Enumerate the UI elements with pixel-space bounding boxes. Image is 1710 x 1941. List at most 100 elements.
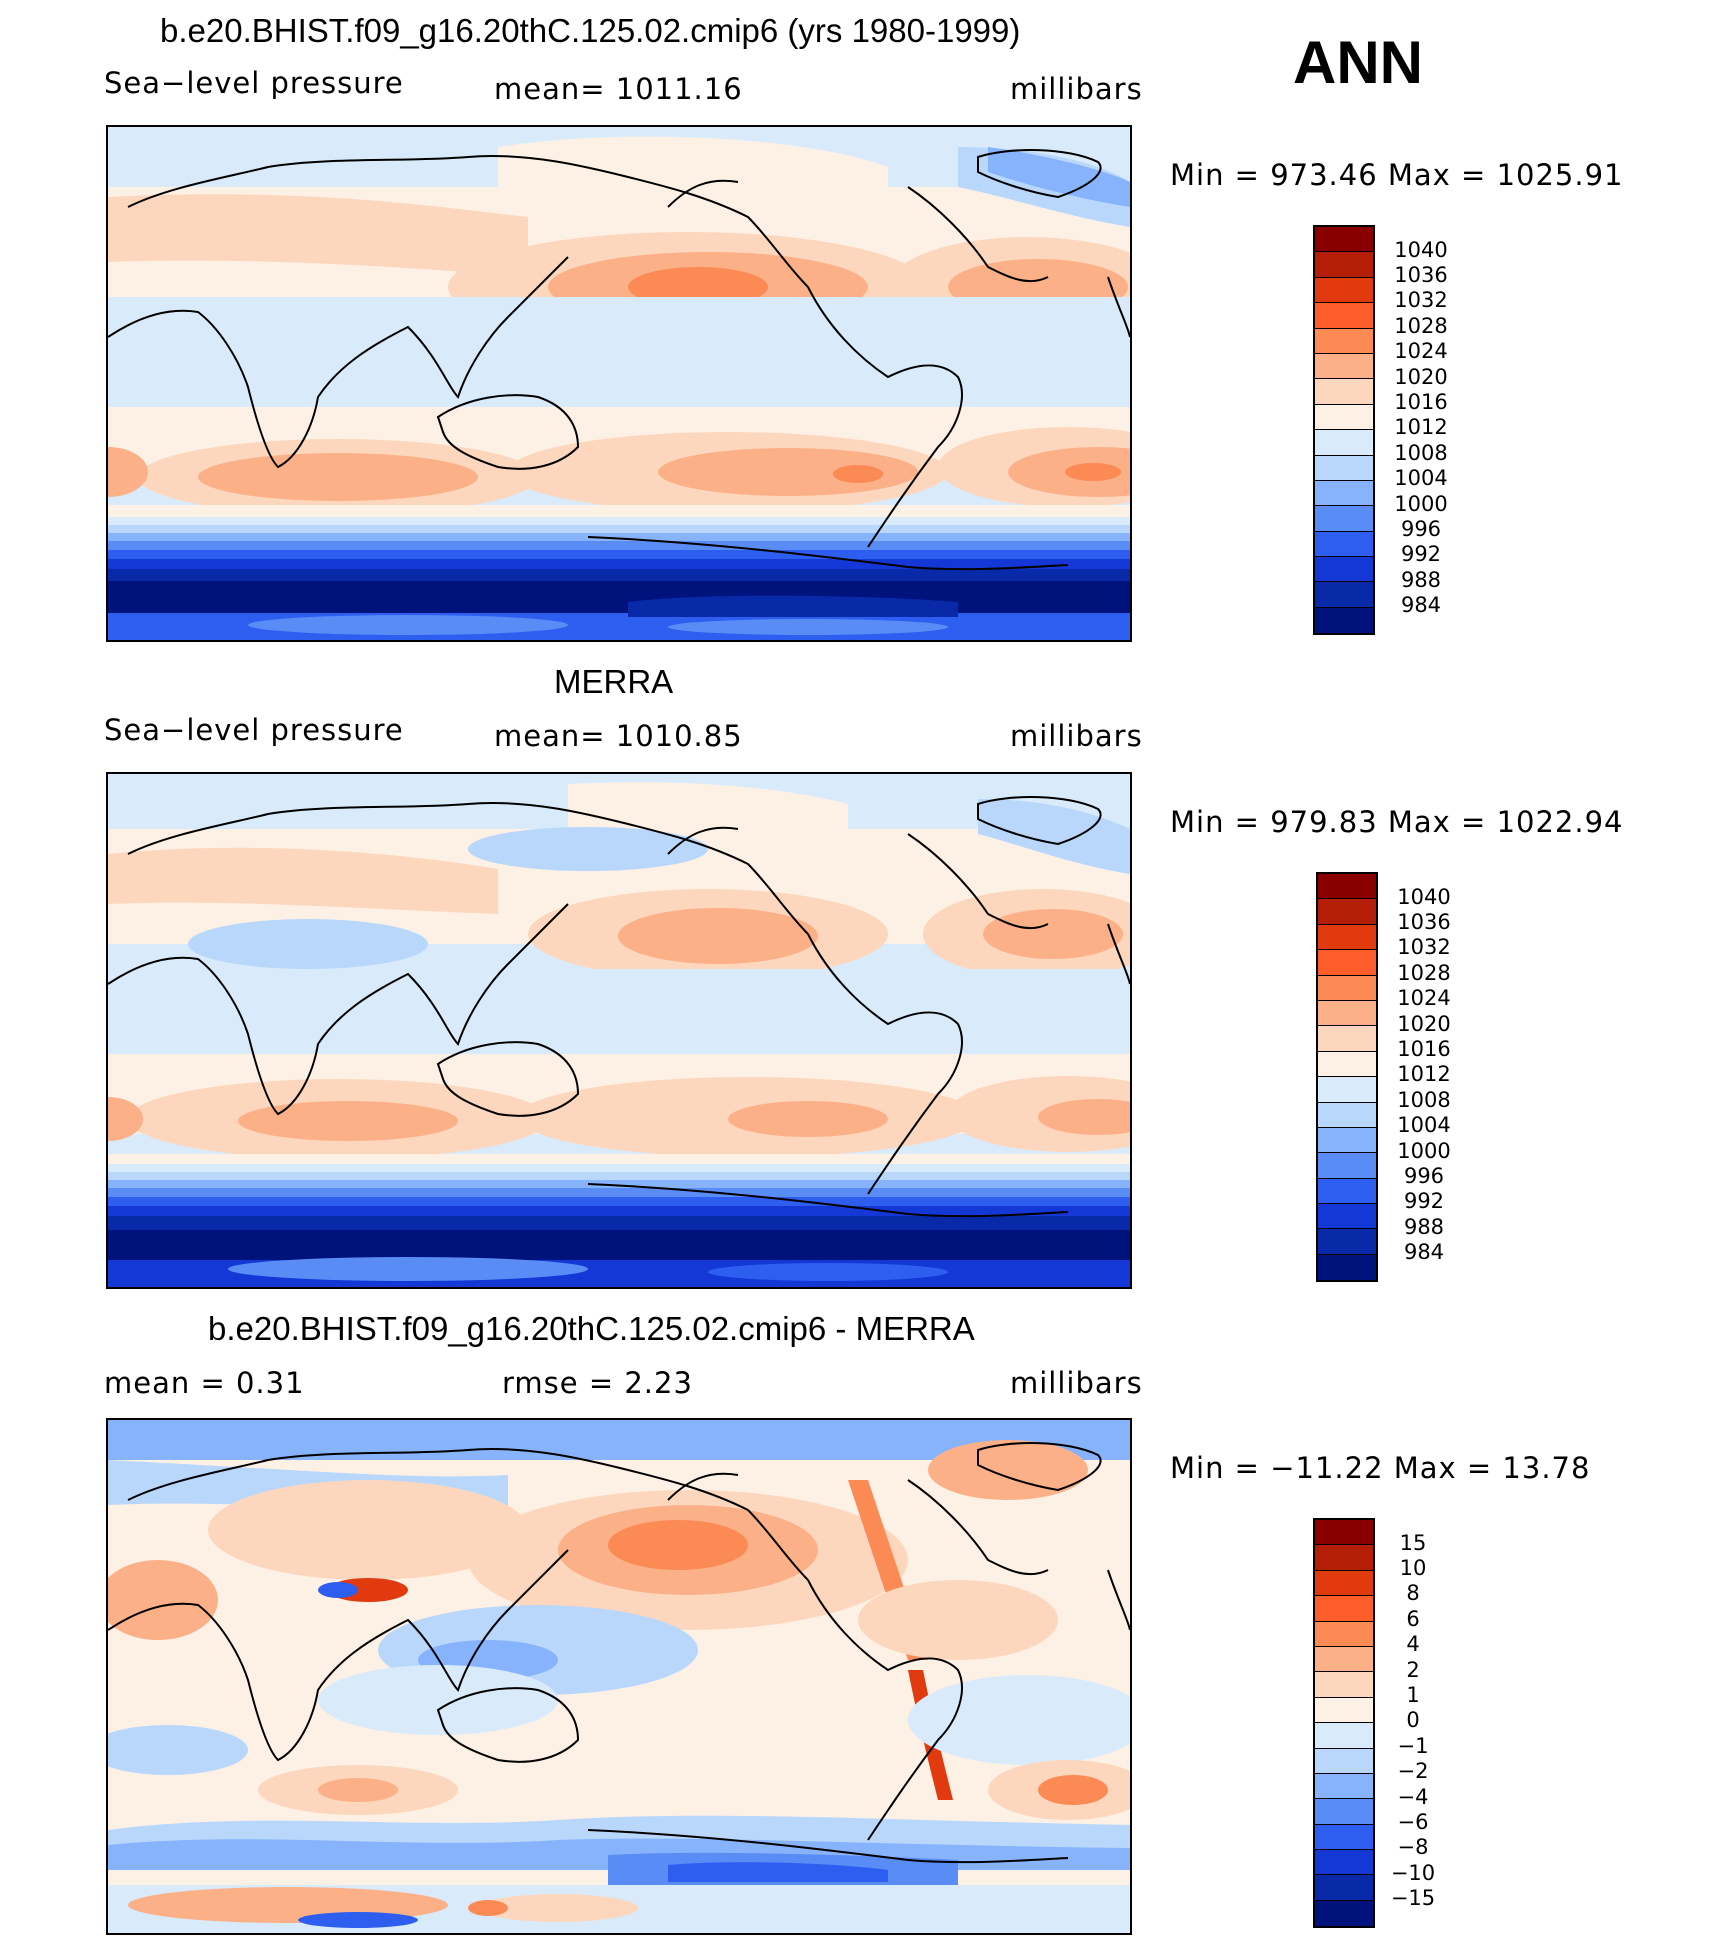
colorbar (1313, 1518, 1375, 1929)
colorbar-swatch (1315, 531, 1373, 558)
colorbar-swatch (1318, 1229, 1376, 1255)
colorbar-label: 8 (1406, 1581, 1420, 1605)
units-label: millibars (1010, 72, 1143, 106)
colorbar-label: 2 (1406, 1658, 1420, 1682)
colorbar-swatch (1315, 1570, 1373, 1597)
colorbar-label: 988 (1403, 1215, 1445, 1239)
colorbar-label: 1004 (1394, 466, 1448, 490)
colorbar-swatch (1315, 1697, 1373, 1724)
colorbar-swatch (1315, 557, 1373, 583)
colorbar-label: 1000 (1394, 492, 1448, 516)
colorbar-swatch (1315, 430, 1373, 456)
panel-title: MERRA (554, 663, 674, 700)
colorbar-label: 1016 (1397, 1037, 1451, 1061)
colorbar-swatch (1318, 874, 1376, 900)
minmax-label: Min = 973.46 Max = 1025.91 (1170, 158, 1624, 192)
colorbar-swatch (1315, 252, 1373, 278)
colorbar-label: −6 (1397, 1810, 1429, 1834)
colorbar-swatch (1318, 1153, 1376, 1179)
colorbar-swatch (1315, 277, 1373, 304)
colorbar (1316, 872, 1378, 1283)
colorbar-label: −2 (1397, 1759, 1429, 1783)
colorbar-label: 1012 (1397, 1062, 1451, 1086)
panel-title: b.e20.BHIST.f09_g16.20thC.125.02.cmip6 (… (160, 12, 1021, 49)
minmax-label: Min = 979.83 Max = 1022.94 (1170, 805, 1624, 839)
colorbar-swatch (1315, 1824, 1373, 1851)
colorbar-label: 1012 (1394, 415, 1448, 439)
colorbar-label: 1008 (1397, 1088, 1451, 1112)
colorbar-label: 1040 (1394, 238, 1448, 262)
minmax-label: Min = −11.22 Max = 13.78 (1170, 1451, 1591, 1485)
colorbar-label: 1000 (1397, 1139, 1451, 1163)
colorbar-label: 1020 (1397, 1012, 1451, 1036)
colorbar-label: 1040 (1397, 885, 1451, 909)
colorbar-swatch (1318, 1102, 1376, 1128)
colorbar-swatch (1318, 1077, 1376, 1103)
colorbar-swatch (1315, 1545, 1373, 1571)
colorbar-swatch (1315, 607, 1373, 634)
season-label: ANN (1293, 29, 1423, 96)
slp-diff-contours (108, 1420, 1130, 1933)
colorbar-swatch (1315, 455, 1373, 481)
colorbar-swatch (1315, 379, 1373, 405)
colorbar-swatch (1318, 924, 1376, 951)
colorbar-swatch (1315, 1850, 1373, 1876)
variable-label: Sea−level pressure (104, 66, 404, 100)
colorbar-swatch (1315, 1646, 1373, 1673)
slp-contours (108, 127, 1130, 640)
colorbar-label: 1004 (1397, 1113, 1451, 1137)
rmse-label: rmse = 2.23 (502, 1366, 693, 1400)
units-label: millibars (1010, 719, 1143, 753)
colorbar-swatch (1315, 1596, 1373, 1622)
mean-label: mean = 0.31 (104, 1366, 305, 1400)
colorbar-label: 984 (1403, 1240, 1445, 1264)
colorbar-label: 1024 (1397, 986, 1451, 1010)
colorbar-swatch (1315, 1621, 1373, 1647)
colorbar-label: −10 (1390, 1861, 1436, 1885)
colorbar-swatch (1315, 353, 1373, 380)
colorbar-label: 0 (1406, 1708, 1420, 1732)
slp-map (106, 772, 1132, 1289)
panel-title: b.e20.BHIST.f09_g16.20thC.125.02.cmip6 -… (208, 1310, 975, 1347)
colorbar-swatch (1315, 227, 1373, 253)
colorbar-swatch (1315, 303, 1373, 329)
mean-label: mean= 1010.85 (494, 719, 743, 753)
colorbar-swatch (1315, 1773, 1373, 1800)
colorbar-swatch (1315, 582, 1373, 608)
colorbar-swatch (1318, 1254, 1376, 1281)
colorbar-swatch (1315, 1799, 1373, 1825)
colorbar-swatch (1318, 1127, 1376, 1154)
colorbar-swatch (1315, 1875, 1373, 1901)
colorbar-label: 4 (1406, 1632, 1420, 1656)
colorbar-swatch (1315, 1723, 1373, 1749)
colorbar-label: 1020 (1394, 365, 1448, 389)
colorbar-swatch (1315, 404, 1373, 431)
colorbar-label: 10 (1399, 1556, 1427, 1580)
colorbar-swatch (1318, 899, 1376, 925)
colorbar-swatch (1318, 1178, 1376, 1205)
slp-diff-map (106, 1418, 1132, 1935)
colorbar-swatch (1318, 1026, 1376, 1052)
colorbar-label: −1 (1397, 1734, 1429, 1758)
colorbar-label: 996 (1403, 1164, 1445, 1188)
colorbar-label: 992 (1403, 1189, 1445, 1213)
colorbar-label: 992 (1400, 542, 1442, 566)
colorbar-label: 988 (1400, 568, 1442, 592)
colorbar-swatch (1318, 1051, 1376, 1078)
slp-map (106, 125, 1132, 642)
slp-contours (108, 774, 1130, 1287)
colorbar-label: 1028 (1394, 314, 1448, 338)
colorbar-label: −4 (1397, 1785, 1429, 1809)
colorbar-label: 1028 (1397, 961, 1451, 985)
mean-label: mean= 1011.16 (494, 72, 743, 106)
colorbar-label: 1008 (1394, 441, 1448, 465)
colorbar-label: −8 (1397, 1835, 1429, 1859)
colorbar-swatch (1315, 506, 1373, 532)
colorbar-swatch (1315, 328, 1373, 354)
colorbar-label: 1032 (1394, 288, 1448, 312)
colorbar-label: 996 (1400, 517, 1442, 541)
colorbar-swatch (1315, 1900, 1373, 1927)
units-label: millibars (1010, 1366, 1143, 1400)
colorbar-swatch (1318, 1204, 1376, 1230)
colorbar-swatch (1318, 975, 1376, 1001)
